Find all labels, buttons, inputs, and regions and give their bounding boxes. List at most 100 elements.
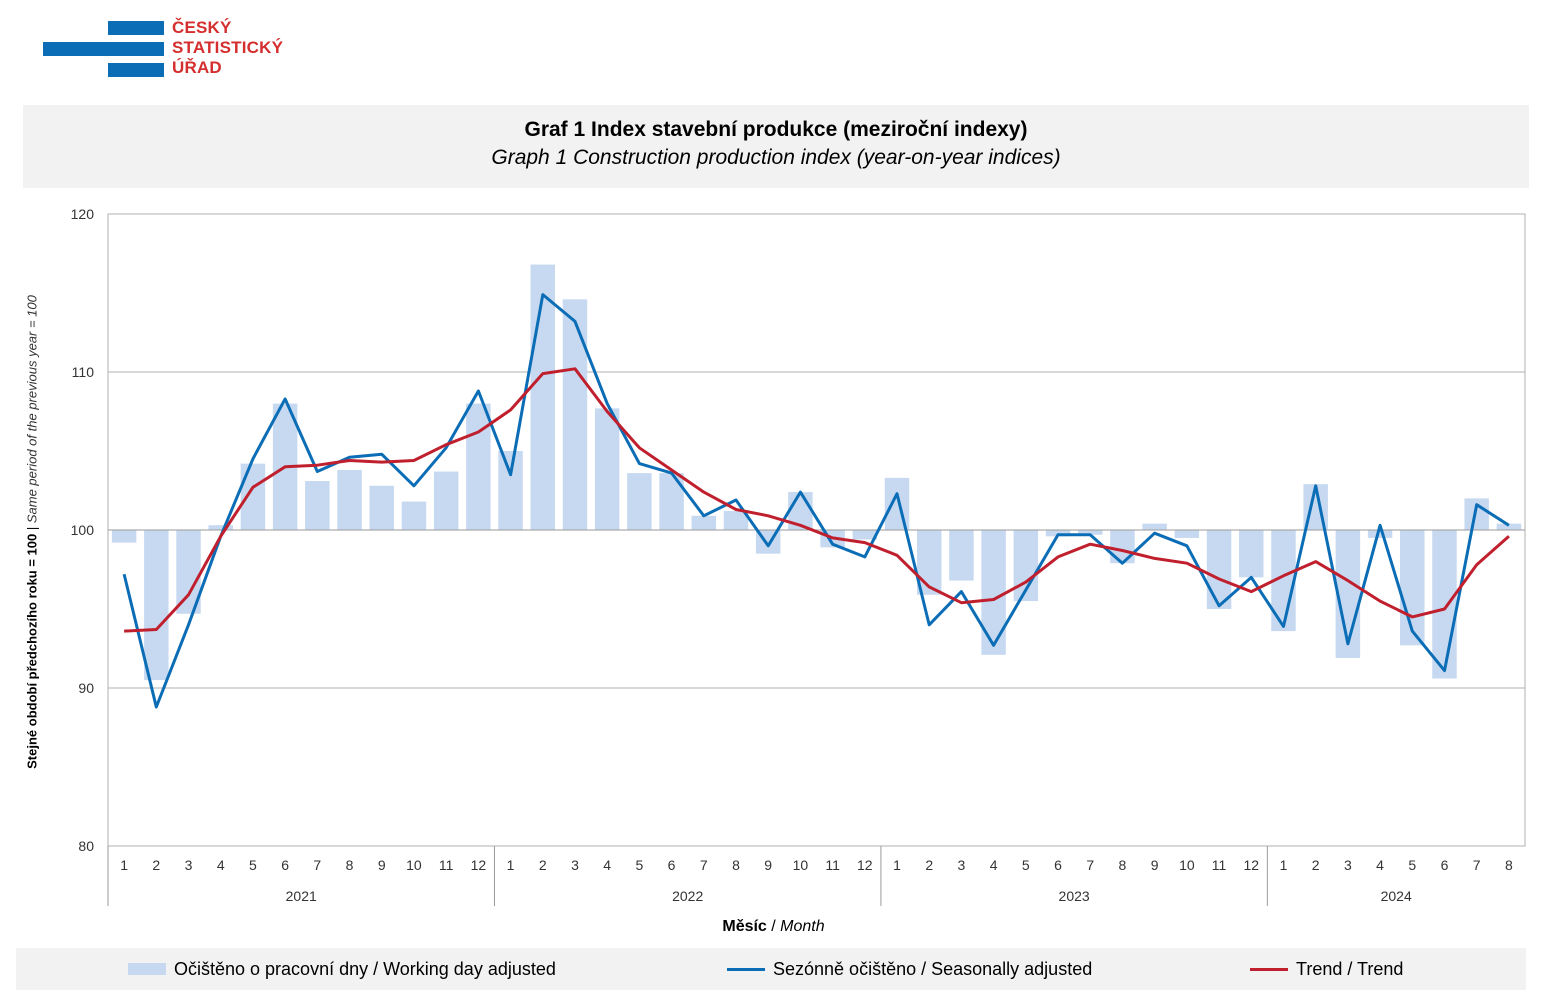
- x-tick-label: 3: [571, 857, 579, 873]
- bar-working-day: [530, 264, 555, 530]
- x-year-label: 2022: [672, 888, 703, 904]
- x-tick-label: 8: [732, 857, 740, 873]
- x-axis-label-czech: Měsíc: [722, 918, 767, 935]
- x-year-label: 2021: [286, 888, 317, 904]
- logo-stripe: [43, 42, 164, 56]
- x-tick-label: 7: [313, 857, 321, 873]
- chart-title-english: Graph 1 Construction production index (y…: [491, 146, 1061, 169]
- x-axis-label-english: Month: [780, 918, 825, 935]
- x-tick-label: 2: [1312, 857, 1320, 873]
- bar-working-day: [594, 408, 620, 530]
- bar-working-day: [659, 473, 684, 530]
- x-tick-label: 3: [1344, 857, 1352, 873]
- bar-working-day: [1367, 530, 1393, 538]
- x-tick-label: 7: [700, 857, 708, 873]
- bar-working-day: [1432, 530, 1457, 679]
- csu-logo: ČESKÝ STATISTICKÝ ÚŘAD: [40, 18, 320, 82]
- x-tick-label: 8: [1505, 857, 1513, 873]
- x-tick-label: 10: [406, 857, 422, 873]
- x-tick-label: 1: [1280, 857, 1288, 873]
- legend-item-trend: Trend / Trend: [1250, 948, 1403, 990]
- x-tick-label: 1: [893, 857, 901, 873]
- bar-working-day: [1496, 523, 1522, 530]
- x-axis-label: Měsíc / Month: [0, 918, 1547, 936]
- x-tick-label: 5: [1408, 857, 1416, 873]
- legend-swatch-seasonal-line: [727, 967, 765, 971]
- bar-working-day: [884, 477, 910, 530]
- line-seasonally-adjusted: [122, 293, 1510, 709]
- bar-working-day: [1110, 530, 1135, 564]
- x-tick-label: 1: [120, 857, 128, 873]
- y-axis-label-english: Same period of the previous year = 100: [24, 295, 40, 524]
- x-tick-label: 6: [1054, 857, 1062, 873]
- legend-item-seasonal: Sezónně očištěno / Seasonally adjusted: [727, 948, 1092, 990]
- x-tick-label: 2: [925, 857, 933, 873]
- legend-swatch-trend-line: [1250, 967, 1288, 971]
- x-tick-label: 7: [1086, 857, 1094, 873]
- x-tick-label: 6: [668, 857, 676, 873]
- x-tick-label: 12: [857, 857, 873, 873]
- logo-line-2: STATISTICKÝ: [172, 38, 284, 57]
- x-year-label: 2024: [1381, 888, 1412, 904]
- y-tick-label: 110: [72, 364, 95, 380]
- x-tick-label: 3: [958, 857, 966, 873]
- line-trend: [124, 367, 1510, 633]
- x-tick-label: 12: [1243, 857, 1259, 873]
- bar-working-day: [1206, 530, 1232, 609]
- bar-working-day: [1078, 530, 1103, 535]
- legend-swatch-bar: [128, 963, 166, 975]
- logo-line-1: ČESKÝ: [172, 18, 232, 37]
- x-year-label: 2023: [1059, 888, 1090, 904]
- bar-working-day: [433, 471, 459, 530]
- logo-line-3: ÚŘAD: [172, 58, 222, 77]
- bar-working-day: [723, 511, 749, 530]
- x-tick-label: 6: [1441, 857, 1449, 873]
- x-axis-label-separator: /: [766, 918, 781, 935]
- x-tick-label: 4: [990, 857, 998, 873]
- x-tick-label: 8: [346, 857, 354, 873]
- bar-working-day: [852, 530, 878, 540]
- x-tick-label: 5: [1022, 857, 1030, 873]
- y-axis-label: Stejné období předchozího roku = 100 | S…: [25, 295, 40, 769]
- bar-working-day: [691, 515, 717, 530]
- legend-item-working-day: Očištěno o pracovní dny / Working day ad…: [128, 948, 556, 990]
- bar-working-day: [1142, 523, 1167, 530]
- bar-working-day: [562, 299, 588, 530]
- y-axis-label-separator: |: [24, 523, 40, 534]
- x-tick-label: 2: [539, 857, 547, 873]
- x-tick-label: 9: [1151, 857, 1159, 873]
- y-tick-label: 90: [78, 680, 94, 696]
- x-tick-label: 12: [471, 857, 487, 873]
- x-tick-label: 9: [764, 857, 772, 873]
- legend-label-seasonal: Sezónně očištěno / Seasonally adjusted: [773, 958, 1093, 979]
- bar-working-day: [1464, 498, 1489, 530]
- bar-working-day: [337, 469, 362, 530]
- bar-working-day: [498, 451, 523, 530]
- bar-working-day: [144, 530, 169, 681]
- bar-working-day: [949, 530, 974, 581]
- x-tick-label: 9: [378, 857, 386, 873]
- y-axis-label-czech: Stejné období předchozího roku = 100: [24, 533, 40, 769]
- bar-working-day: [369, 485, 394, 530]
- x-tick-label: 11: [1212, 857, 1227, 873]
- x-tick-label: 5: [635, 857, 643, 873]
- logo-stripe: [108, 21, 164, 35]
- logo-text: ČESKÝ STATISTICKÝ ÚŘAD: [172, 18, 283, 78]
- bar-working-day: [1174, 530, 1200, 538]
- logo-stripe: [108, 63, 164, 77]
- x-tick-label: 4: [217, 857, 225, 873]
- chart-title-box: Graf 1 Index stavební produkce (meziročn…: [23, 105, 1529, 188]
- x-tick-label: 2: [152, 857, 160, 873]
- x-tick-label: 1: [507, 857, 515, 873]
- chart-title-czech: Graf 1 Index stavební produkce (meziročn…: [524, 118, 1028, 141]
- x-tick-label: 8: [1119, 857, 1127, 873]
- x-tick-label: 11: [439, 857, 454, 873]
- x-tick-label: 10: [793, 857, 809, 873]
- bar-working-day: [981, 530, 1006, 655]
- chart-legend: Očištěno o pracovní dny / Working day ad…: [16, 948, 1526, 990]
- y-tick-label: 100: [71, 522, 95, 538]
- x-tick-label: 10: [1179, 857, 1195, 873]
- x-tick-label: 6: [281, 857, 289, 873]
- bar-working-day: [1045, 530, 1071, 537]
